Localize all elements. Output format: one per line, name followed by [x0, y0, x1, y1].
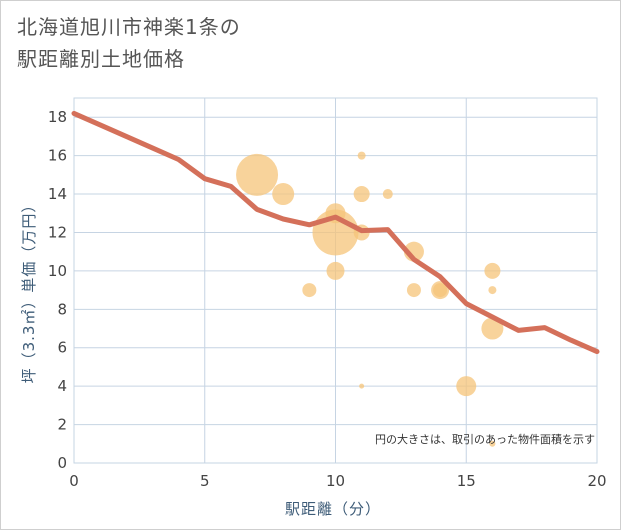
y-tick-label: 12	[48, 223, 67, 241]
y-tick-label: 8	[57, 300, 67, 318]
y-tick-label: 14	[48, 185, 67, 203]
y-tick-label: 6	[57, 339, 67, 357]
y-axis-ticks: 0 2 4 6 8 10 12 14 16 18	[48, 108, 67, 472]
y-tick-label: 0	[57, 454, 67, 472]
x-tick-label: 15	[457, 472, 476, 490]
x-tick-label: 10	[326, 472, 345, 490]
bubble-point	[488, 286, 497, 295]
bubble-point	[357, 151, 366, 160]
bubble-point	[382, 189, 393, 200]
bubble-point	[456, 376, 477, 397]
y-tick-label: 18	[48, 108, 67, 126]
x-axis-label: 駅距離（分）	[285, 500, 381, 518]
bubble-point	[326, 261, 345, 280]
page-title: 北海道旭川市神楽1条の 駅距離別土地価格	[17, 11, 241, 75]
bubble-point	[484, 262, 501, 279]
bubble-point	[272, 183, 295, 206]
trend-line	[71, 110, 600, 355]
y-tick-label: 4	[57, 377, 67, 395]
y-axis-label: 坪（3.3㎡）単価（万円）	[20, 197, 38, 384]
trend-series	[71, 110, 600, 355]
x-tick-label: 5	[200, 472, 210, 490]
title-line-2: 駅距離別土地価格	[17, 47, 185, 71]
size-annotation: 円の大きさは、取引のあった物件面積を示す	[375, 432, 595, 446]
x-tick-label: 0	[69, 472, 79, 490]
title-line-1: 北海道旭川市神楽1条の	[17, 15, 241, 39]
bubble-point	[433, 283, 448, 298]
bubble-point	[481, 317, 504, 340]
y-tick-label: 16	[48, 147, 67, 165]
grid-lines	[73, 97, 598, 464]
bubble-point	[406, 283, 421, 298]
x-axis-ticks: 0 5 10 15 20	[69, 472, 606, 490]
x-tick-label: 20	[587, 472, 606, 490]
y-tick-label: 10	[48, 262, 67, 280]
bubble-point	[353, 186, 370, 203]
bubble-point	[489, 440, 496, 447]
y-tick-label: 2	[57, 416, 67, 434]
bubble-point	[359, 383, 365, 389]
bubble-point	[236, 153, 279, 196]
bubble-point	[302, 283, 317, 298]
